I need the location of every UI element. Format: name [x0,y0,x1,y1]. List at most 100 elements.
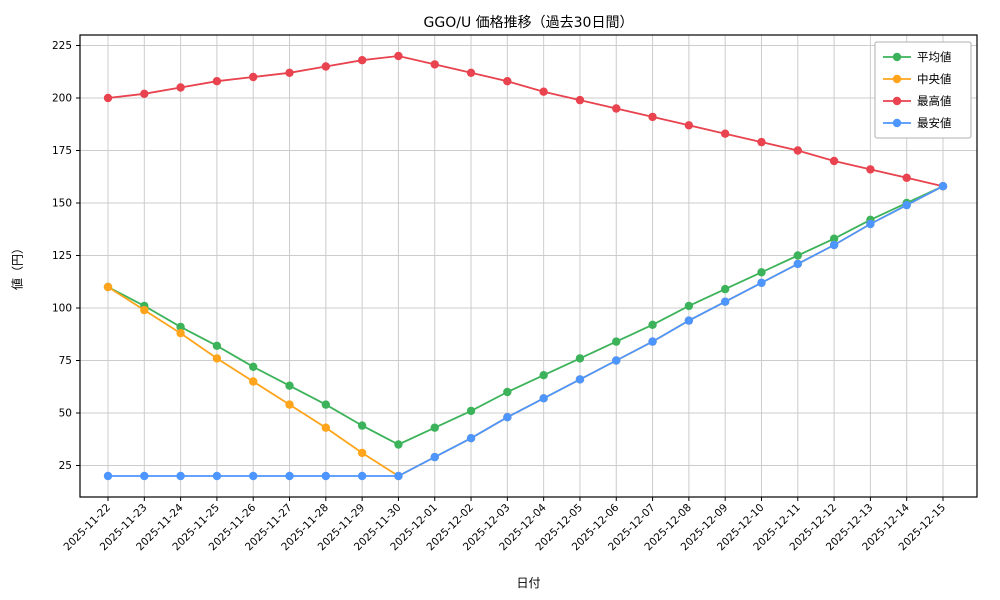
series-marker [357,421,367,430]
series-marker [829,156,839,166]
series-marker [575,375,585,384]
series-marker [539,87,548,96]
series-marker [357,56,367,65]
y-tick-label: 50 [59,408,72,420]
series-marker [866,165,875,174]
series-marker [793,146,802,155]
series-marker [466,68,476,78]
series-marker [285,68,294,78]
series-marker [249,362,258,371]
series-marker [684,316,694,325]
y-tick-label: 150 [52,198,72,210]
series-marker [720,297,730,306]
series-marker [103,282,113,292]
series-marker [866,219,875,229]
series-line [107,185,944,446]
series-marker [357,448,367,458]
series-marker [684,121,694,130]
series-marker [466,406,476,416]
series-marker [720,284,730,294]
legend-label: 最安値 [917,116,952,130]
series-marker [575,95,585,105]
y-tick-label: 100 [52,303,72,315]
series-marker [321,423,331,432]
series-marker [430,423,439,432]
x-axis-label: 日付 [516,576,541,590]
series-marker [503,413,512,422]
series-marker [212,471,222,481]
y-tick-label: 125 [52,250,72,262]
series-line [108,185,944,477]
series-marker [720,129,730,138]
series-marker [103,471,113,481]
y-tick-label: 175 [52,145,72,157]
series-marker [321,62,331,71]
y-tick-label: 25 [59,460,72,472]
series-marker [793,259,802,269]
series-marker [757,278,766,287]
series-marker [321,400,331,409]
series-marker [648,337,657,346]
legend-marker [892,52,902,62]
series-marker [103,93,113,103]
y-tick-label: 225 [52,40,72,52]
series-marker [684,301,694,311]
series-marker [249,72,258,82]
series-marker [140,89,149,99]
series-marker [394,51,403,61]
series-marker [394,471,403,481]
series-marker [757,268,766,277]
series-marker [829,234,839,243]
series-marker [793,251,802,260]
series-marker [176,329,185,338]
series-marker [539,394,548,403]
series-marker [285,381,294,390]
legend-marker [892,74,902,84]
legend-label: 平均値 [917,50,952,64]
series-marker [285,400,294,409]
series-marker [430,60,439,69]
series-marker [466,434,476,443]
series-marker [430,452,439,462]
series-marker [503,387,512,397]
series-marker [503,77,512,86]
series-marker [321,471,331,481]
series-marker [176,83,185,92]
y-tick-label: 200 [52,93,72,105]
series-marker [902,200,911,210]
series-marker [140,471,149,481]
series-marker [176,471,185,481]
y-tick-label: 75 [59,355,72,367]
series-marker [757,137,766,147]
axes-border [79,34,978,498]
series-marker [938,182,948,191]
series-marker [285,471,294,481]
series-marker [829,240,839,250]
series-marker [648,320,657,329]
series-line [107,185,944,478]
series-marker [249,471,258,481]
series-marker [648,112,657,122]
chart-title: GGO/U 価格推移（過去30日間） [423,15,634,31]
series-marker [539,371,548,380]
series-marker [212,77,222,86]
legend-marker [892,118,902,128]
legend-marker [892,96,902,106]
series-line [107,55,944,188]
legend-box [874,41,972,139]
legend-label: 中央値 [917,72,952,86]
series-marker [612,356,621,365]
series-marker [575,354,585,363]
series-marker [249,377,258,386]
series-marker [212,341,222,350]
legend-label: 最高値 [917,94,952,108]
series-marker [612,104,621,113]
series-marker [612,337,621,346]
series-marker [176,322,185,332]
series-marker [902,173,911,182]
series-marker [394,440,403,449]
series-marker [212,354,222,363]
series-marker [140,305,149,315]
